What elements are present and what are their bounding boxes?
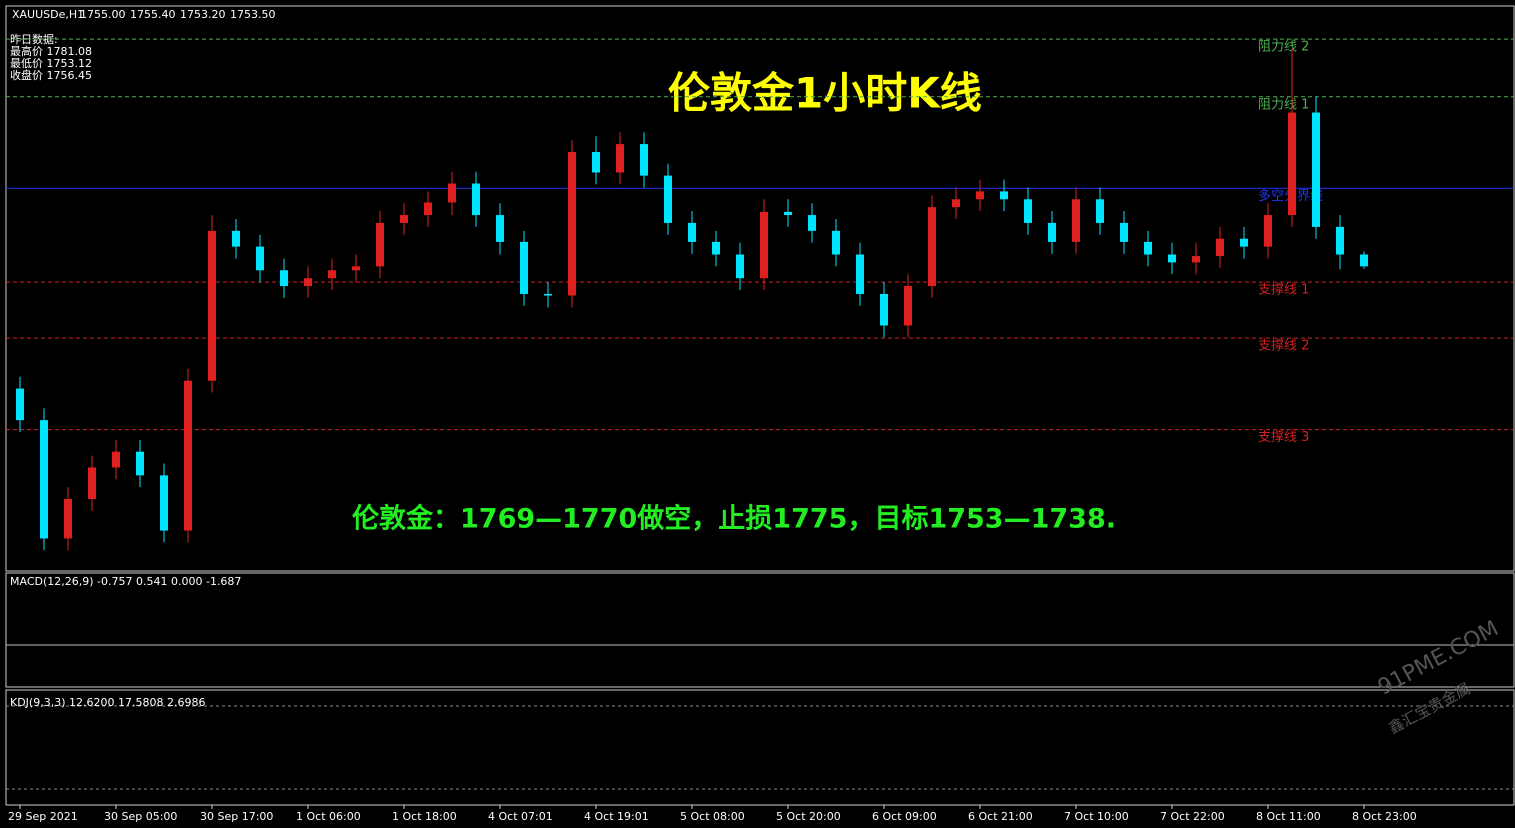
yesterday-title: 昨日数据: xyxy=(10,32,58,46)
candle-body xyxy=(688,222,696,242)
candle-body xyxy=(808,215,816,231)
x-tick-label: 1 Oct 06:00 xyxy=(296,810,361,823)
candle-body xyxy=(952,199,960,208)
x-tick-label: 6 Oct 21:00 xyxy=(968,810,1033,823)
candle-body xyxy=(592,151,600,173)
candle-body xyxy=(1096,199,1104,223)
candle-body xyxy=(184,380,192,531)
x-tick-label: 7 Oct 10:00 xyxy=(1064,810,1129,823)
level-label: 支撑线 1 xyxy=(1258,283,1309,298)
candle-body xyxy=(1000,191,1008,200)
candle-body xyxy=(784,211,792,216)
x-tick-label: 4 Oct 19:01 xyxy=(584,810,649,823)
candle-body xyxy=(112,451,120,468)
level-label: 支撑线 3 xyxy=(1258,430,1309,445)
candle-body xyxy=(376,222,384,267)
candle-body xyxy=(64,499,72,539)
candle-body xyxy=(472,183,480,216)
candle-body xyxy=(736,254,744,279)
candle-body xyxy=(1048,222,1056,242)
x-tick-label: 30 Sep 17:00 xyxy=(200,810,273,823)
candle-body xyxy=(304,278,312,287)
macd-panel-frame xyxy=(5,572,1515,688)
candle-body xyxy=(1288,112,1296,216)
candle-body xyxy=(1144,241,1152,255)
candle-body xyxy=(256,246,264,271)
candle-body xyxy=(616,144,624,173)
candle-body xyxy=(232,230,240,247)
candle-body xyxy=(760,211,768,279)
candle-body xyxy=(1192,256,1200,263)
chart-title: 伦敦金1小时K线 xyxy=(668,69,982,118)
candle-body xyxy=(448,183,456,203)
annotation: 伦敦金：1769—1770做空，止损1775，目标1753—1738. xyxy=(352,503,1116,535)
candle-body xyxy=(496,215,504,242)
candle-body xyxy=(1024,199,1032,223)
x-tick-label: 30 Sep 05:00 xyxy=(104,810,177,823)
candle-body xyxy=(976,191,984,200)
candle-body xyxy=(904,286,912,326)
level-label: 阻力线 1 xyxy=(1258,97,1309,112)
candle-body xyxy=(1168,254,1176,263)
candle-body xyxy=(1360,254,1368,267)
candle-body xyxy=(208,230,216,381)
x-tick-label: 5 Oct 20:00 xyxy=(776,810,841,823)
x-tick-label: 8 Oct 11:00 xyxy=(1256,810,1321,823)
candle-body xyxy=(1240,238,1248,247)
candle-body xyxy=(16,388,24,421)
candle-body xyxy=(328,270,336,279)
x-tick-label: 1 Oct 18:00 xyxy=(392,810,457,823)
candle-body xyxy=(1336,226,1344,255)
candle-body xyxy=(400,215,408,223)
candle-body xyxy=(280,270,288,287)
macd-label: MACD(12,26,9) -0.757 0.541 0.000 -1.687 xyxy=(10,575,241,588)
candle-body xyxy=(136,451,144,476)
candle-body xyxy=(1072,199,1080,242)
candle-body xyxy=(928,207,936,287)
candle-body xyxy=(664,175,672,223)
candle-body xyxy=(568,151,576,296)
candle-body xyxy=(856,254,864,294)
candle-body xyxy=(544,293,552,296)
ohlc-value: 1753.20 xyxy=(180,8,226,21)
candle-body xyxy=(1264,215,1272,247)
x-tick-label: 7 Oct 22:00 xyxy=(1160,810,1225,823)
candle-body xyxy=(712,241,720,255)
ohlc-value: 1755.40 xyxy=(130,8,176,21)
candle-body xyxy=(88,467,96,500)
candle-body xyxy=(880,293,888,326)
ohlc-value: 1755.00 xyxy=(80,8,126,21)
x-tick-label: 6 Oct 09:00 xyxy=(872,810,937,823)
yesterday-line: 最低价 1753.12 xyxy=(10,57,92,70)
candle-body xyxy=(832,230,840,255)
x-tick-label: 29 Sep 2021 xyxy=(8,810,78,823)
candle-body xyxy=(1120,222,1128,242)
x-tick-label: 8 Oct 23:00 xyxy=(1352,810,1417,823)
candle-body xyxy=(40,420,48,539)
candle-body xyxy=(520,241,528,294)
candle-body xyxy=(1216,238,1224,257)
kdj-panel-frame xyxy=(5,689,1515,806)
level-label: 支撑线 2 xyxy=(1258,339,1309,354)
candle-body xyxy=(424,202,432,216)
level-label: 阻力线 2 xyxy=(1258,40,1309,55)
main-panel-frame xyxy=(5,5,1515,572)
candle-body xyxy=(160,475,168,531)
ohlc-value: 1753.50 xyxy=(230,8,276,21)
x-tick-label: 4 Oct 07:01 xyxy=(488,810,553,823)
symbol: XAUUSDe,H1 xyxy=(12,8,84,21)
yesterday-line: 收盘价 1756.45 xyxy=(10,68,92,82)
candle-body xyxy=(352,266,360,271)
yesterday-line: 最高价 1781.08 xyxy=(10,44,92,58)
candle-body xyxy=(1312,112,1320,227)
candle-body xyxy=(640,144,648,176)
x-tick-label: 5 Oct 08:00 xyxy=(680,810,745,823)
kdj-label: KDJ(9,3,3) 12.6200 17.5808 2.6986 xyxy=(10,696,205,709)
